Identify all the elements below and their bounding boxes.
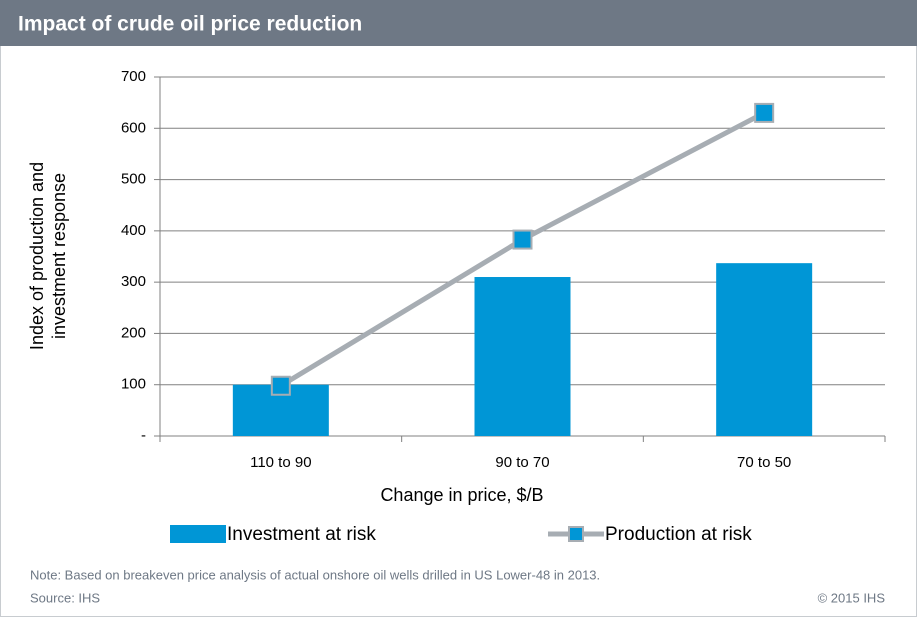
legend-label: Production at risk — [605, 524, 752, 545]
legend-marker — [568, 526, 584, 542]
y-tick-label: 200 — [121, 324, 146, 341]
x-axis-label: Change in price, $/B — [380, 485, 543, 505]
y-tick-label: - — [141, 427, 146, 444]
header-bar — [0, 0, 917, 46]
x-tick-label: 110 to 90 — [250, 454, 311, 471]
y-tick-label: 400 — [121, 222, 146, 239]
x-tick-label: 90 to 70 — [495, 454, 549, 471]
bar — [474, 277, 571, 436]
x-tick-label: 70 to 50 — [737, 454, 791, 471]
note: Note: Based on breakeven price analysis … — [30, 567, 600, 582]
legend-label: Investment at risk — [227, 524, 376, 545]
y-tick-label: 100 — [121, 376, 146, 393]
y-tick-label: 300 — [121, 273, 146, 290]
y-axis-label: investment response — [49, 173, 69, 339]
y-tick-label: 500 — [121, 171, 146, 188]
bar — [716, 263, 813, 436]
marker — [512, 229, 533, 250]
y-axis-label: Index of production and — [27, 162, 47, 350]
marker — [754, 102, 775, 123]
chart-title: Impact of crude oil price reduction — [18, 13, 362, 36]
copyright: © 2015 IHS — [818, 590, 886, 605]
source: Source: IHS — [30, 590, 100, 605]
legend-swatch — [170, 525, 226, 543]
y-tick-label: 700 — [121, 68, 146, 85]
y-tick-label: 600 — [121, 119, 146, 136]
marker — [270, 375, 291, 396]
